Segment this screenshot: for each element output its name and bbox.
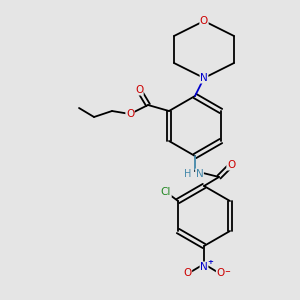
Text: O: O [126,109,134,119]
Text: O: O [200,16,208,26]
Text: −: − [224,268,230,274]
Text: O: O [135,85,143,95]
Text: O: O [227,160,235,170]
Text: H: H [184,169,191,179]
Text: N: N [200,73,208,83]
Text: N: N [200,262,208,272]
Text: O: O [216,268,225,278]
Text: +: + [208,260,214,266]
Text: N: N [196,169,203,179]
Text: Cl: Cl [161,187,171,197]
Text: O: O [183,268,192,278]
